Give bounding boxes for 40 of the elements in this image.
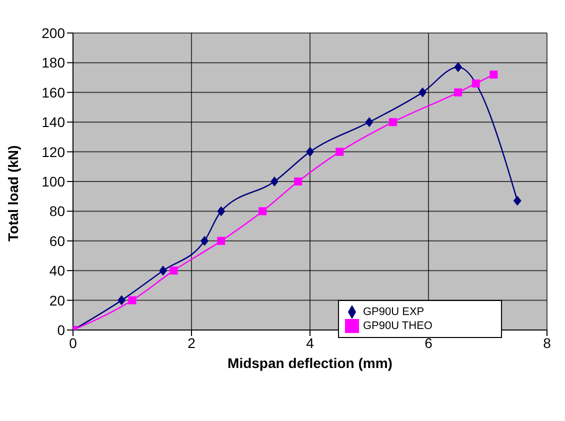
point	[513, 196, 522, 206]
y-tick-label: 60	[49, 232, 66, 249]
point	[454, 62, 462, 72]
point	[159, 266, 168, 276]
x-tick-label: 4	[306, 334, 314, 351]
point	[128, 296, 136, 304]
point	[270, 176, 278, 186]
point	[365, 117, 374, 128]
y-tick-label: 140	[42, 114, 66, 130]
y-tick-label: 120	[42, 144, 66, 160]
x-tick-label: 8	[543, 334, 552, 351]
point	[200, 236, 209, 246]
y-tick-label: 160	[42, 84, 66, 100]
y-tick-label: 200	[42, 24, 66, 41]
y-tick-label: 20	[49, 292, 66, 308]
point	[388, 118, 397, 126]
point	[118, 295, 126, 306]
point	[490, 70, 498, 79]
legend-label: GP90U EXP	[363, 306, 424, 318]
y-axis-title: Total load (kN)	[4, 145, 21, 242]
y-tick-label: 40	[49, 262, 66, 279]
point	[418, 87, 427, 98]
point	[258, 207, 267, 216]
y-tick-label: 100	[42, 173, 66, 190]
point	[294, 178, 302, 186]
point	[217, 236, 226, 245]
point	[170, 266, 178, 275]
y-tick-label: 180	[42, 54, 66, 71]
y-tick-label: 80	[49, 203, 66, 220]
x-tick-label: 6	[424, 334, 433, 351]
point	[306, 146, 314, 157]
x-tick-label: 0	[69, 334, 78, 351]
x-tick-label: 2	[188, 334, 196, 351]
point	[472, 79, 480, 88]
y-tick-label: 0	[57, 322, 66, 338]
x-axis-title: Midspan deflection (mm)	[228, 355, 392, 371]
point	[336, 148, 344, 156]
point	[454, 88, 462, 96]
legend-label: GP90U THEO	[363, 320, 432, 332]
point	[217, 206, 226, 216]
